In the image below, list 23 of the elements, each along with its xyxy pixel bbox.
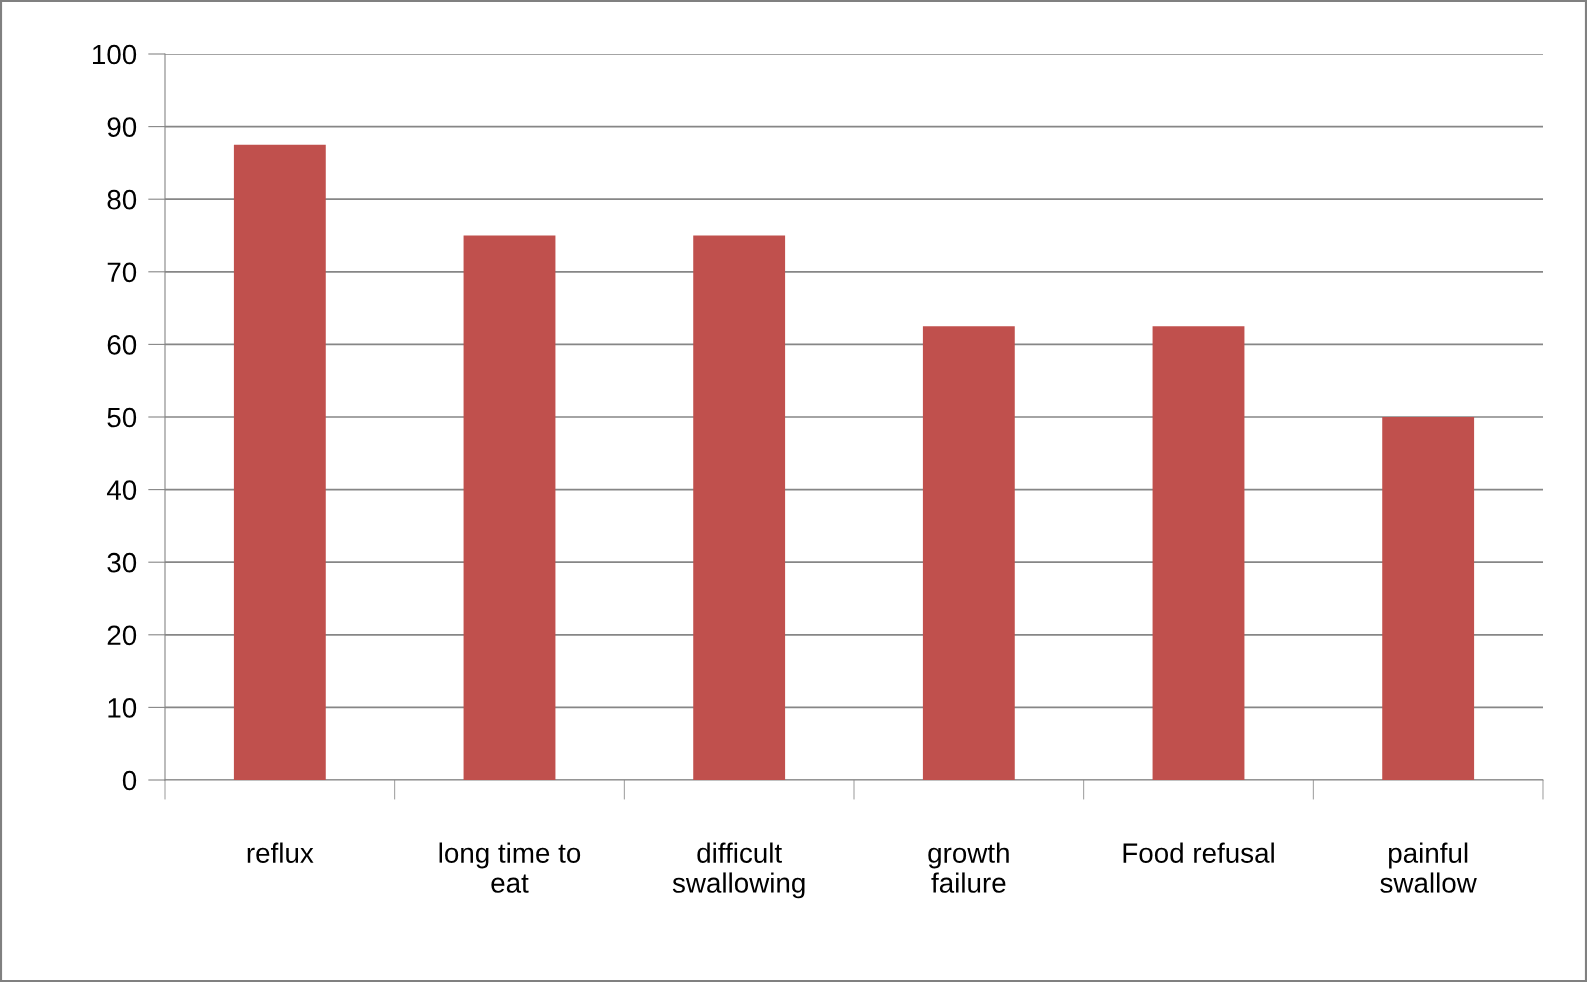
- x-tick-label: difficult swallowing: [672, 842, 805, 899]
- x-tick-label: Food refusal: [1123, 842, 1274, 863]
- x-tick-label: growth failure: [928, 842, 1009, 893]
- y-tick-label: 40: [106, 480, 137, 500]
- x-tick-label: painful swallow: [1380, 842, 1477, 893]
- x-tick-label: long time to eat: [439, 842, 581, 893]
- y-tick-label: 10: [108, 698, 137, 718]
- y-tick-label: 30: [107, 552, 137, 573]
- y-tick-label: 20: [107, 625, 137, 646]
- bar: [693, 235, 786, 780]
- y-tick-label: 90: [107, 117, 137, 137]
- y-tick-label: 80: [107, 189, 137, 210]
- y-tick-label: 70: [107, 262, 137, 283]
- y-tick-label: 60: [107, 335, 137, 355]
- bar: [1152, 326, 1245, 780]
- y-tick-label: 0: [122, 770, 137, 791]
- bar: [922, 326, 1015, 780]
- bar: [463, 235, 556, 780]
- y-tick-label: 100: [93, 44, 137, 65]
- x-tick-label: reflux: [247, 842, 314, 863]
- bar: [233, 144, 326, 780]
- bar: [1382, 417, 1475, 780]
- y-tick-label: 50: [107, 407, 137, 428]
